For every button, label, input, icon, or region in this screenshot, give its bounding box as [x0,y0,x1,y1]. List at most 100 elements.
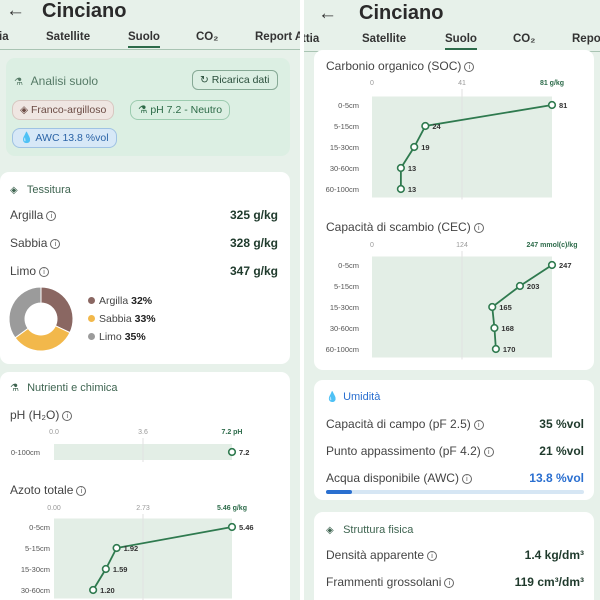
depth-label: 5-15cm [25,544,50,553]
legend-name: Argilla [99,295,129,307]
layers-icon: ◈ [20,104,29,116]
depth-label: 0-5cm [29,523,50,532]
data-point [89,585,98,595]
legend-dot [88,297,95,304]
nutrienti-header-label: Nutrienti e chimica [27,382,118,394]
tab-report[interactable]: Report A [255,31,300,43]
umidita-card: 💧 Umidità Capacità di campo (pF 2.5) i 35… [314,380,594,500]
data-point [101,564,110,574]
reload-label: Ricarica dati [211,74,270,86]
tick-label: 0.00 [47,505,61,512]
info-icon[interactable]: i [39,267,50,277]
right-screen: ← Cinciano ttia Satellite Suolo CO₂ Repo… [304,0,600,600]
layers-icon: ◈ [10,185,18,196]
densita-label: Densità apparente i [326,548,438,563]
app-bar: ← Cinciano [304,0,600,26]
sabbia-value: 328 g/kg [229,236,278,250]
legend-name: Sabbia [99,313,132,325]
data-point [396,163,405,173]
capacita-campo-value: 35 %vol [539,417,584,431]
data-label: 5.46 [239,523,254,532]
back-arrow-icon[interactable]: ← [318,3,337,24]
depth-label: 30-60cm [330,324,359,333]
densita-value: 1.4 kg/dm³ [524,548,584,562]
argilla-value: 325 g/kg [229,208,278,222]
info-icon[interactable]: i [46,211,57,221]
tick-label: 0 [370,80,374,87]
awc-progress-fill [326,490,352,494]
limo-value: 347 g/kg [229,264,278,278]
awc-value: 13.8 %vol [529,471,584,485]
sabbia-label-text: Sabbia [10,236,48,250]
data-point [488,302,497,312]
data-label: 170 [503,345,516,354]
struttura-card: ◈ Struttura fisica Densità apparente i 1.… [314,512,594,600]
flask-icon: ⚗ [10,383,19,394]
frammenti-label: Frammenti grossolani i [326,575,455,590]
depth-label: 0-5cm [338,101,359,110]
data-label: 165 [499,303,512,312]
appassimento-text: Punto appassimento (pF 4.2) [326,444,481,458]
soil-charts-card: Carbonio organico (SOC) i 0 41 81 g/kg 0-5cm… [314,50,594,370]
donut-slice-sabbia [14,325,71,352]
reload-button[interactable]: ↻ Ricarica dati [192,70,278,90]
data-point [227,522,237,532]
tab-report[interactable]: Repo [572,33,600,45]
tab-satellite[interactable]: Satellite [46,31,91,43]
analisi-header: ⚗ Analisi suolo [14,74,98,90]
info-icon[interactable]: i [473,223,484,233]
info-icon[interactable]: i [76,486,87,496]
donut-slice-limo [8,286,42,339]
info-icon[interactable]: i [464,62,475,72]
data-point [227,447,237,457]
analisi-header-label: Analisi suolo [30,74,99,88]
tab-satellite[interactable]: Satellite [362,33,407,45]
nutrienti-header: ⚗ Nutrienti e chimica [10,381,118,396]
data-point [515,281,525,291]
cec-label: Capacità di scambio (CEC) i [326,220,484,235]
flask-icon: ⚗ [14,77,23,88]
soc-depth-chart: 0 41 81 g/kg 0-5cm 5-15cm 15-30cm 30-60cm 60-10… [326,80,567,200]
page-title: Cinciano [42,0,127,22]
data-point [421,121,430,131]
info-icon[interactable]: i [483,447,494,457]
data-label: 13 [408,164,416,173]
analisi-suolo-card: ⚗ Analisi suolo ↻ Ricarica dati ◈ Franco… [6,58,290,156]
info-icon[interactable]: i [461,474,472,484]
awc-chip: 💧 AWC 13.8 %vol [12,128,117,148]
capacita-campo-label: Capacità di campo (pF 2.5) i [326,417,484,432]
data-label: 203 [527,282,540,291]
frammenti-value: 119 cm³/dm³ [514,575,584,589]
texture-donut-chart [8,286,74,352]
info-icon[interactable]: i [473,420,484,430]
tab-attivita[interactable]: ttia [304,33,320,45]
legend-name: Limo [99,331,122,343]
data-point [490,323,499,333]
depth-label: 5-15cm [334,122,359,131]
tab-suolo[interactable]: Suolo [128,28,160,48]
appassimento-value: 21 %vol [539,444,584,458]
info-icon[interactable]: i [62,411,73,421]
legend-pct: 32% [131,295,153,307]
tab-attivita[interactable]: ia [0,31,9,43]
tick-label: 0 [370,242,374,249]
tab-co2[interactable]: CO₂ [196,31,219,43]
tab-co2[interactable]: CO₂ [513,33,536,45]
info-icon[interactable]: i [427,551,438,561]
data-point [547,100,557,110]
umidita-header-label: Umidità [343,391,381,403]
ph-depth-chart: 0.0 3.6 7.2 pH 0-100cm 7.2 [11,429,249,462]
layers-icon: ◈ [326,525,334,536]
depth-label: 60-100cm [326,185,359,194]
back-arrow-icon[interactable]: ← [6,0,25,21]
cec-label-text: Capacità di scambio (CEC) [326,220,471,234]
soc-label-text: Carbonio organico (SOC) [326,59,462,73]
info-icon[interactable]: i [444,578,455,588]
capacita-campo-text: Capacità di campo (pF 2.5) [326,417,471,431]
legend-dot [88,333,95,340]
depth-label: 5-15cm [334,282,359,291]
soc-label: Carbonio organico (SOC) i [326,59,475,74]
tab-suolo[interactable]: Suolo [445,30,477,50]
info-icon[interactable]: i [50,239,61,249]
flask-small-icon: ⚗ [138,104,148,116]
